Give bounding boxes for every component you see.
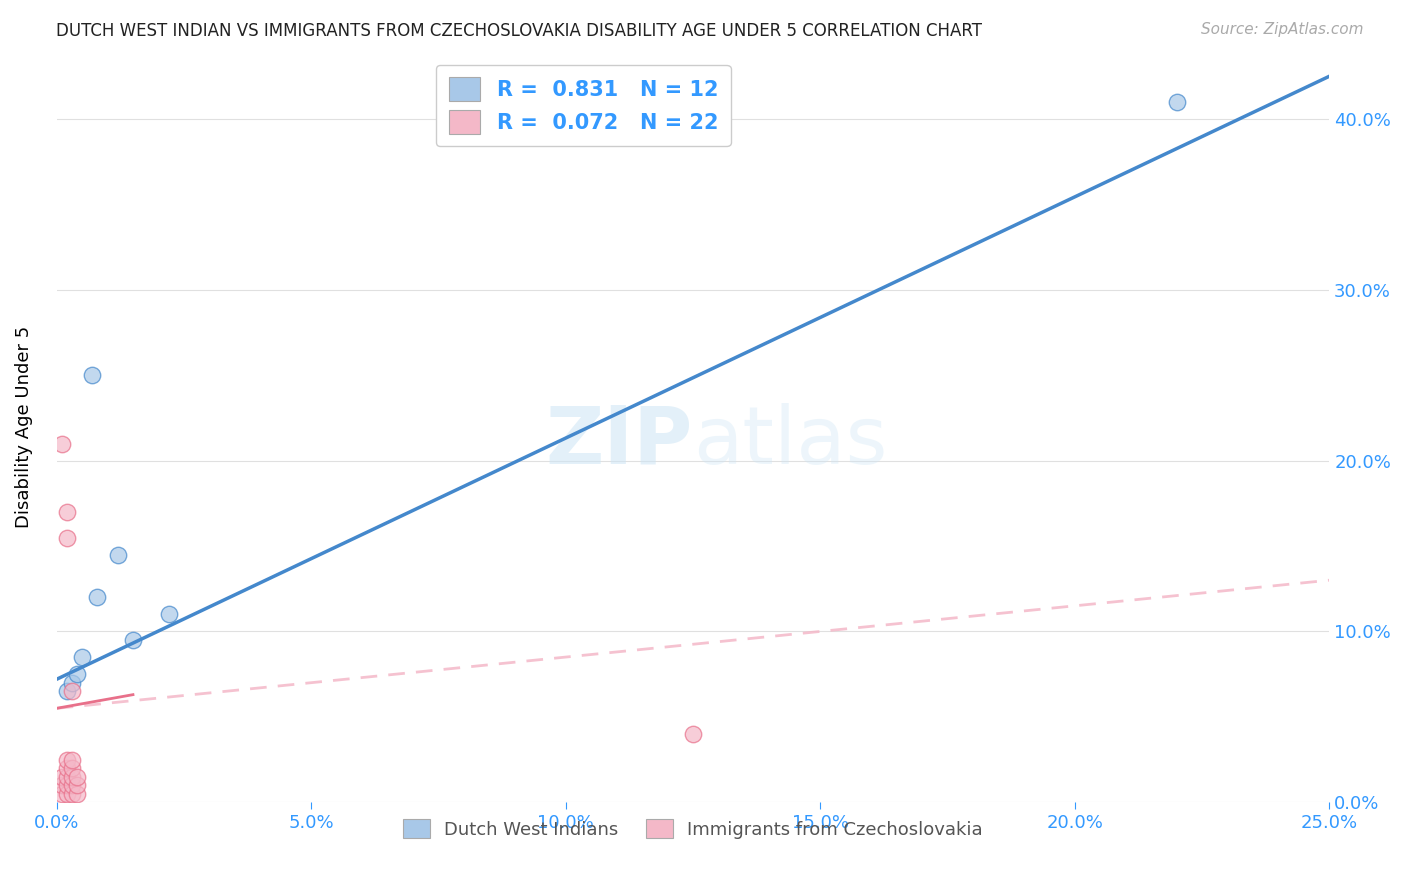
Point	[51, 436, 73, 450]
Point	[60, 753, 83, 767]
Point	[60, 770, 83, 784]
Text: ZIP: ZIP	[546, 402, 693, 481]
Point	[51, 787, 73, 801]
Point	[51, 778, 73, 792]
Point	[56, 531, 79, 545]
Legend: Dutch West Indians, Immigrants from Czechoslovakia: Dutch West Indians, Immigrants from Czec…	[395, 812, 990, 846]
Text: atlas: atlas	[693, 402, 887, 481]
Point	[82, 368, 104, 383]
Point	[66, 787, 89, 801]
Point	[682, 727, 704, 741]
Point	[51, 770, 73, 784]
Point	[122, 632, 145, 647]
Point	[56, 684, 79, 698]
Point	[56, 505, 79, 519]
Point	[107, 548, 129, 562]
Point	[70, 650, 93, 665]
Point	[60, 787, 83, 801]
Text: Source: ZipAtlas.com: Source: ZipAtlas.com	[1201, 22, 1364, 37]
Text: DUTCH WEST INDIAN VS IMMIGRANTS FROM CZECHOSLOVAKIA DISABILITY AGE UNDER 5 CORRE: DUTCH WEST INDIAN VS IMMIGRANTS FROM CZE…	[56, 22, 983, 40]
Point	[60, 761, 83, 775]
Point	[66, 770, 89, 784]
Point	[56, 778, 79, 792]
Point	[60, 675, 83, 690]
Point	[86, 591, 108, 605]
Point	[66, 667, 89, 681]
Point	[56, 770, 79, 784]
Point	[60, 778, 83, 792]
Point	[1166, 95, 1188, 109]
Point	[56, 753, 79, 767]
Point	[66, 778, 89, 792]
Point	[60, 684, 83, 698]
Point	[56, 787, 79, 801]
Point	[56, 761, 79, 775]
Y-axis label: Disability Age Under 5: Disability Age Under 5	[15, 326, 32, 527]
Point	[157, 607, 180, 622]
